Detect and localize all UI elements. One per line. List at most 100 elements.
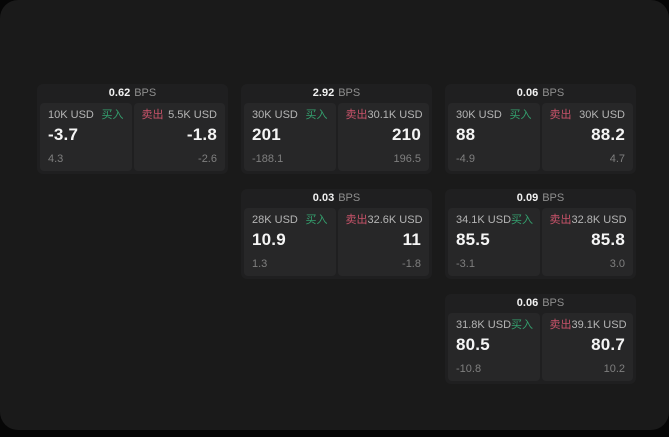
buy-button[interactable]: 买入: [509, 109, 532, 121]
bps-value: 0.62: [108, 87, 131, 99]
sell-price: 85.8: [591, 230, 625, 249]
bps-unit-label: BPS: [542, 192, 565, 204]
bps-value: 0.09: [516, 192, 539, 204]
sell-delta: -1.8: [402, 258, 421, 270]
sell-panel-top: 卖出 5.5K USD: [142, 109, 218, 122]
buy-button[interactable]: 买入: [511, 214, 534, 226]
sell-amount: 30K USD: [579, 109, 625, 121]
sell-panel-top: 卖出 39.1K USD: [549, 319, 627, 332]
quote-panels: 34.1K USD 买入 85.5 -3.1 卖出 32.8K USD 85.8…: [448, 208, 633, 276]
buy-panel-top: 28K USD 买入: [252, 214, 328, 227]
buy-amount: 31.8K USD: [456, 319, 512, 331]
sell-price: 11: [402, 230, 421, 249]
sell-delta: -2.6: [198, 153, 217, 165]
buy-amount: 10K USD: [48, 109, 94, 121]
quote-panels: 31.8K USD 买入 80.5 -10.8 卖出 39.1K USD 80.…: [448, 313, 633, 381]
sell-button[interactable]: 卖出: [549, 214, 572, 226]
card-header: 2.92 BPS: [244, 84, 429, 103]
quote-card: 0.03 BPS 28K USD 买入 10.9 1.3 卖出 32.6K US…: [241, 189, 432, 279]
buy-amount: 34.1K USD: [456, 214, 512, 226]
bps-unit-label: BPS: [134, 87, 157, 99]
card-header: 0.03 BPS: [244, 189, 429, 208]
sell-delta: 4.7: [609, 153, 625, 165]
buy-panel[interactable]: 28K USD 买入 10.9 1.3: [244, 208, 336, 276]
buy-panel-top: 30K USD 买入: [252, 109, 328, 122]
bps-unit-label: BPS: [542, 87, 565, 99]
sell-price: -1.8: [186, 125, 217, 144]
buy-amount: 30K USD: [252, 109, 298, 121]
buy-price: 10.9: [252, 230, 286, 249]
buy-delta: -4.9: [456, 153, 475, 165]
sell-panel[interactable]: 卖出 5.5K USD -1.8 -2.6: [133, 103, 225, 171]
sell-price: 88.2: [591, 125, 625, 144]
buy-panel-top: 31.8K USD 买入: [456, 319, 534, 332]
buy-amount: 28K USD: [252, 214, 298, 226]
bps-unit-label: BPS: [338, 192, 361, 204]
buy-panel[interactable]: 10K USD 买入 -3.7 4.3: [40, 103, 132, 171]
sell-button[interactable]: 卖出: [549, 109, 572, 121]
buy-panel[interactable]: 30K USD 买入 88 -4.9: [448, 103, 540, 171]
sell-button[interactable]: 卖出: [141, 109, 164, 121]
sell-panel[interactable]: 卖出 30K USD 88.2 4.7: [541, 103, 633, 171]
buy-button[interactable]: 买入: [305, 109, 328, 121]
buy-panel-top: 30K USD 买入: [456, 109, 532, 122]
buy-button[interactable]: 买入: [305, 214, 328, 226]
sell-amount: 32.8K USD: [571, 214, 627, 226]
sell-panel[interactable]: 卖出 32.8K USD 85.8 3.0: [541, 208, 633, 276]
buy-panel[interactable]: 30K USD 买入 201 -188.1: [244, 103, 336, 171]
quote-card: 0.06 BPS 30K USD 买入 88 -4.9 卖出 30K USD 8…: [445, 84, 636, 174]
quote-card: 2.92 BPS 30K USD 买入 201 -188.1 卖出 30.1K …: [241, 84, 432, 174]
buy-button[interactable]: 买入: [511, 319, 534, 331]
bps-value: 0.03: [312, 192, 335, 204]
buy-panel[interactable]: 34.1K USD 买入 85.5 -3.1: [448, 208, 540, 276]
quote-panels: 30K USD 买入 201 -188.1 卖出 30.1K USD 210 1…: [244, 103, 429, 171]
sell-price: 80.7: [591, 335, 625, 354]
quote-panels: 30K USD 买入 88 -4.9 卖出 30K USD 88.2 4.7: [448, 103, 633, 171]
card-header: 0.06 BPS: [448, 294, 633, 313]
buy-delta: -3.1: [456, 258, 475, 270]
buy-price: -3.7: [48, 125, 79, 144]
sell-button[interactable]: 卖出: [345, 109, 368, 121]
bps-unit-label: BPS: [338, 87, 361, 99]
bps-value: 0.06: [516, 87, 539, 99]
quote-panels: 28K USD 买入 10.9 1.3 卖出 32.6K USD 11 -1.8: [244, 208, 429, 276]
sell-panel-top: 卖出 30.1K USD: [345, 109, 423, 122]
quote-card: 0.09 BPS 34.1K USD 买入 85.5 -3.1 卖出 32.8K…: [445, 189, 636, 279]
buy-button[interactable]: 买入: [101, 109, 124, 121]
buy-price: 85.5: [456, 230, 490, 249]
card-header: 0.06 BPS: [448, 84, 633, 103]
sell-panel[interactable]: 卖出 32.6K USD 11 -1.8: [337, 208, 429, 276]
sell-panel[interactable]: 卖出 39.1K USD 80.7 10.2: [541, 313, 633, 381]
bps-value: 0.06: [516, 297, 539, 309]
sell-button[interactable]: 卖出: [345, 214, 368, 226]
buy-delta: 1.3: [252, 258, 268, 270]
buy-delta: 4.3: [48, 153, 64, 165]
sell-delta: 196.5: [393, 153, 421, 165]
sell-button[interactable]: 卖出: [549, 319, 572, 331]
sell-panel-top: 卖出 32.8K USD: [549, 214, 627, 227]
buy-panel-top: 10K USD 买入: [48, 109, 124, 122]
sell-price: 210: [392, 125, 421, 144]
buy-price: 80.5: [456, 335, 490, 354]
sell-delta: 10.2: [603, 363, 625, 375]
bps-unit-label: BPS: [542, 297, 565, 309]
sell-amount: 5.5K USD: [168, 109, 217, 121]
card-header: 0.62 BPS: [40, 84, 225, 103]
buy-panel-top: 34.1K USD 买入: [456, 214, 534, 227]
sell-panel-top: 卖出 32.6K USD: [345, 214, 423, 227]
sell-amount: 32.6K USD: [367, 214, 423, 226]
sell-amount: 30.1K USD: [367, 109, 423, 121]
buy-amount: 30K USD: [456, 109, 502, 121]
sell-panel[interactable]: 卖出 30.1K USD 210 196.5: [337, 103, 429, 171]
bps-value: 2.92: [312, 87, 335, 99]
buy-delta: -10.8: [456, 363, 482, 375]
quote-card: 0.62 BPS 10K USD 买入 -3.7 4.3 卖出 5.5K USD…: [37, 84, 228, 174]
card-header: 0.09 BPS: [448, 189, 633, 208]
buy-price: 201: [252, 125, 281, 144]
buy-panel[interactable]: 31.8K USD 买入 80.5 -10.8: [448, 313, 540, 381]
sell-amount: 39.1K USD: [571, 319, 627, 331]
buy-price: 88: [456, 125, 476, 144]
sell-panel-top: 卖出 30K USD: [550, 109, 626, 122]
